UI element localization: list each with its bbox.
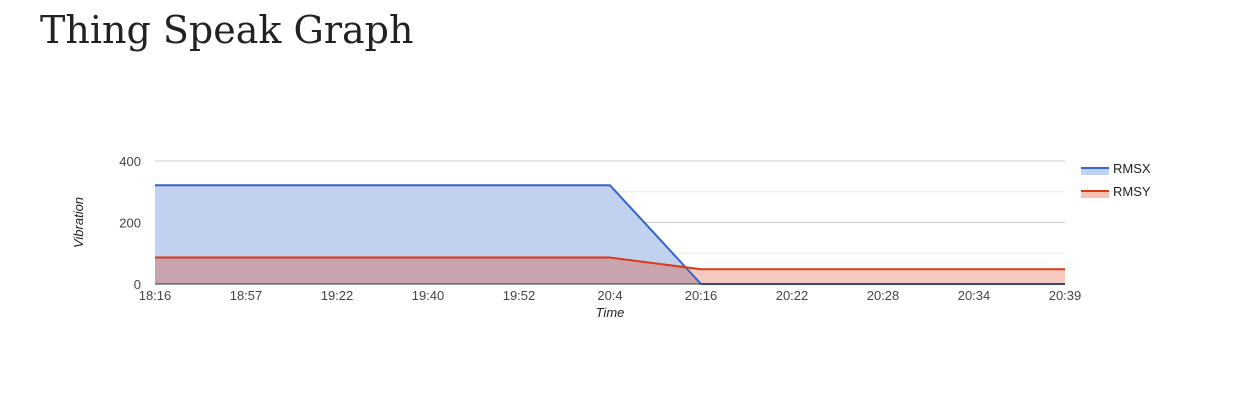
x-tick-label: 18:16 xyxy=(139,288,172,303)
x-tick-label: 18:57 xyxy=(230,288,263,303)
x-tick-label: 20:16 xyxy=(685,288,718,303)
x-tick-label: 19:22 xyxy=(321,288,354,303)
x-tick-label: 20:4 xyxy=(597,288,622,303)
x-axis-title: Time xyxy=(596,305,625,320)
legend-label: RMSX xyxy=(1113,161,1151,176)
x-tick-label: 19:40 xyxy=(412,288,445,303)
x-tick-label: 20:34 xyxy=(958,288,991,303)
x-tick-label: 20:28 xyxy=(867,288,900,303)
y-axis-title: Vibration xyxy=(71,197,86,248)
legend-label: RMSY xyxy=(1113,184,1151,199)
legend-item-rmsx[interactable]: RMSX xyxy=(1081,161,1151,176)
y-tick-label: 400 xyxy=(119,154,141,169)
x-tick-label: 19:52 xyxy=(503,288,536,303)
legend[interactable]: RMSX RMSY xyxy=(1081,161,1151,199)
x-tick-label: 20:22 xyxy=(776,288,809,303)
x-tick-label: 20:39 xyxy=(1049,288,1082,303)
legend-swatch-fill xyxy=(1081,191,1109,198)
y-tick-label: 200 xyxy=(119,216,141,231)
legend-item-rmsy[interactable]: RMSY xyxy=(1081,184,1151,199)
legend-swatch-fill xyxy=(1081,168,1109,175)
